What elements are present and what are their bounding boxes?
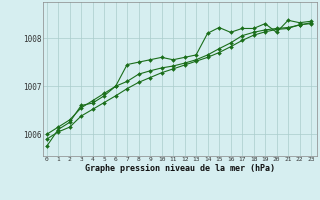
X-axis label: Graphe pression niveau de la mer (hPa): Graphe pression niveau de la mer (hPa) xyxy=(85,164,275,173)
